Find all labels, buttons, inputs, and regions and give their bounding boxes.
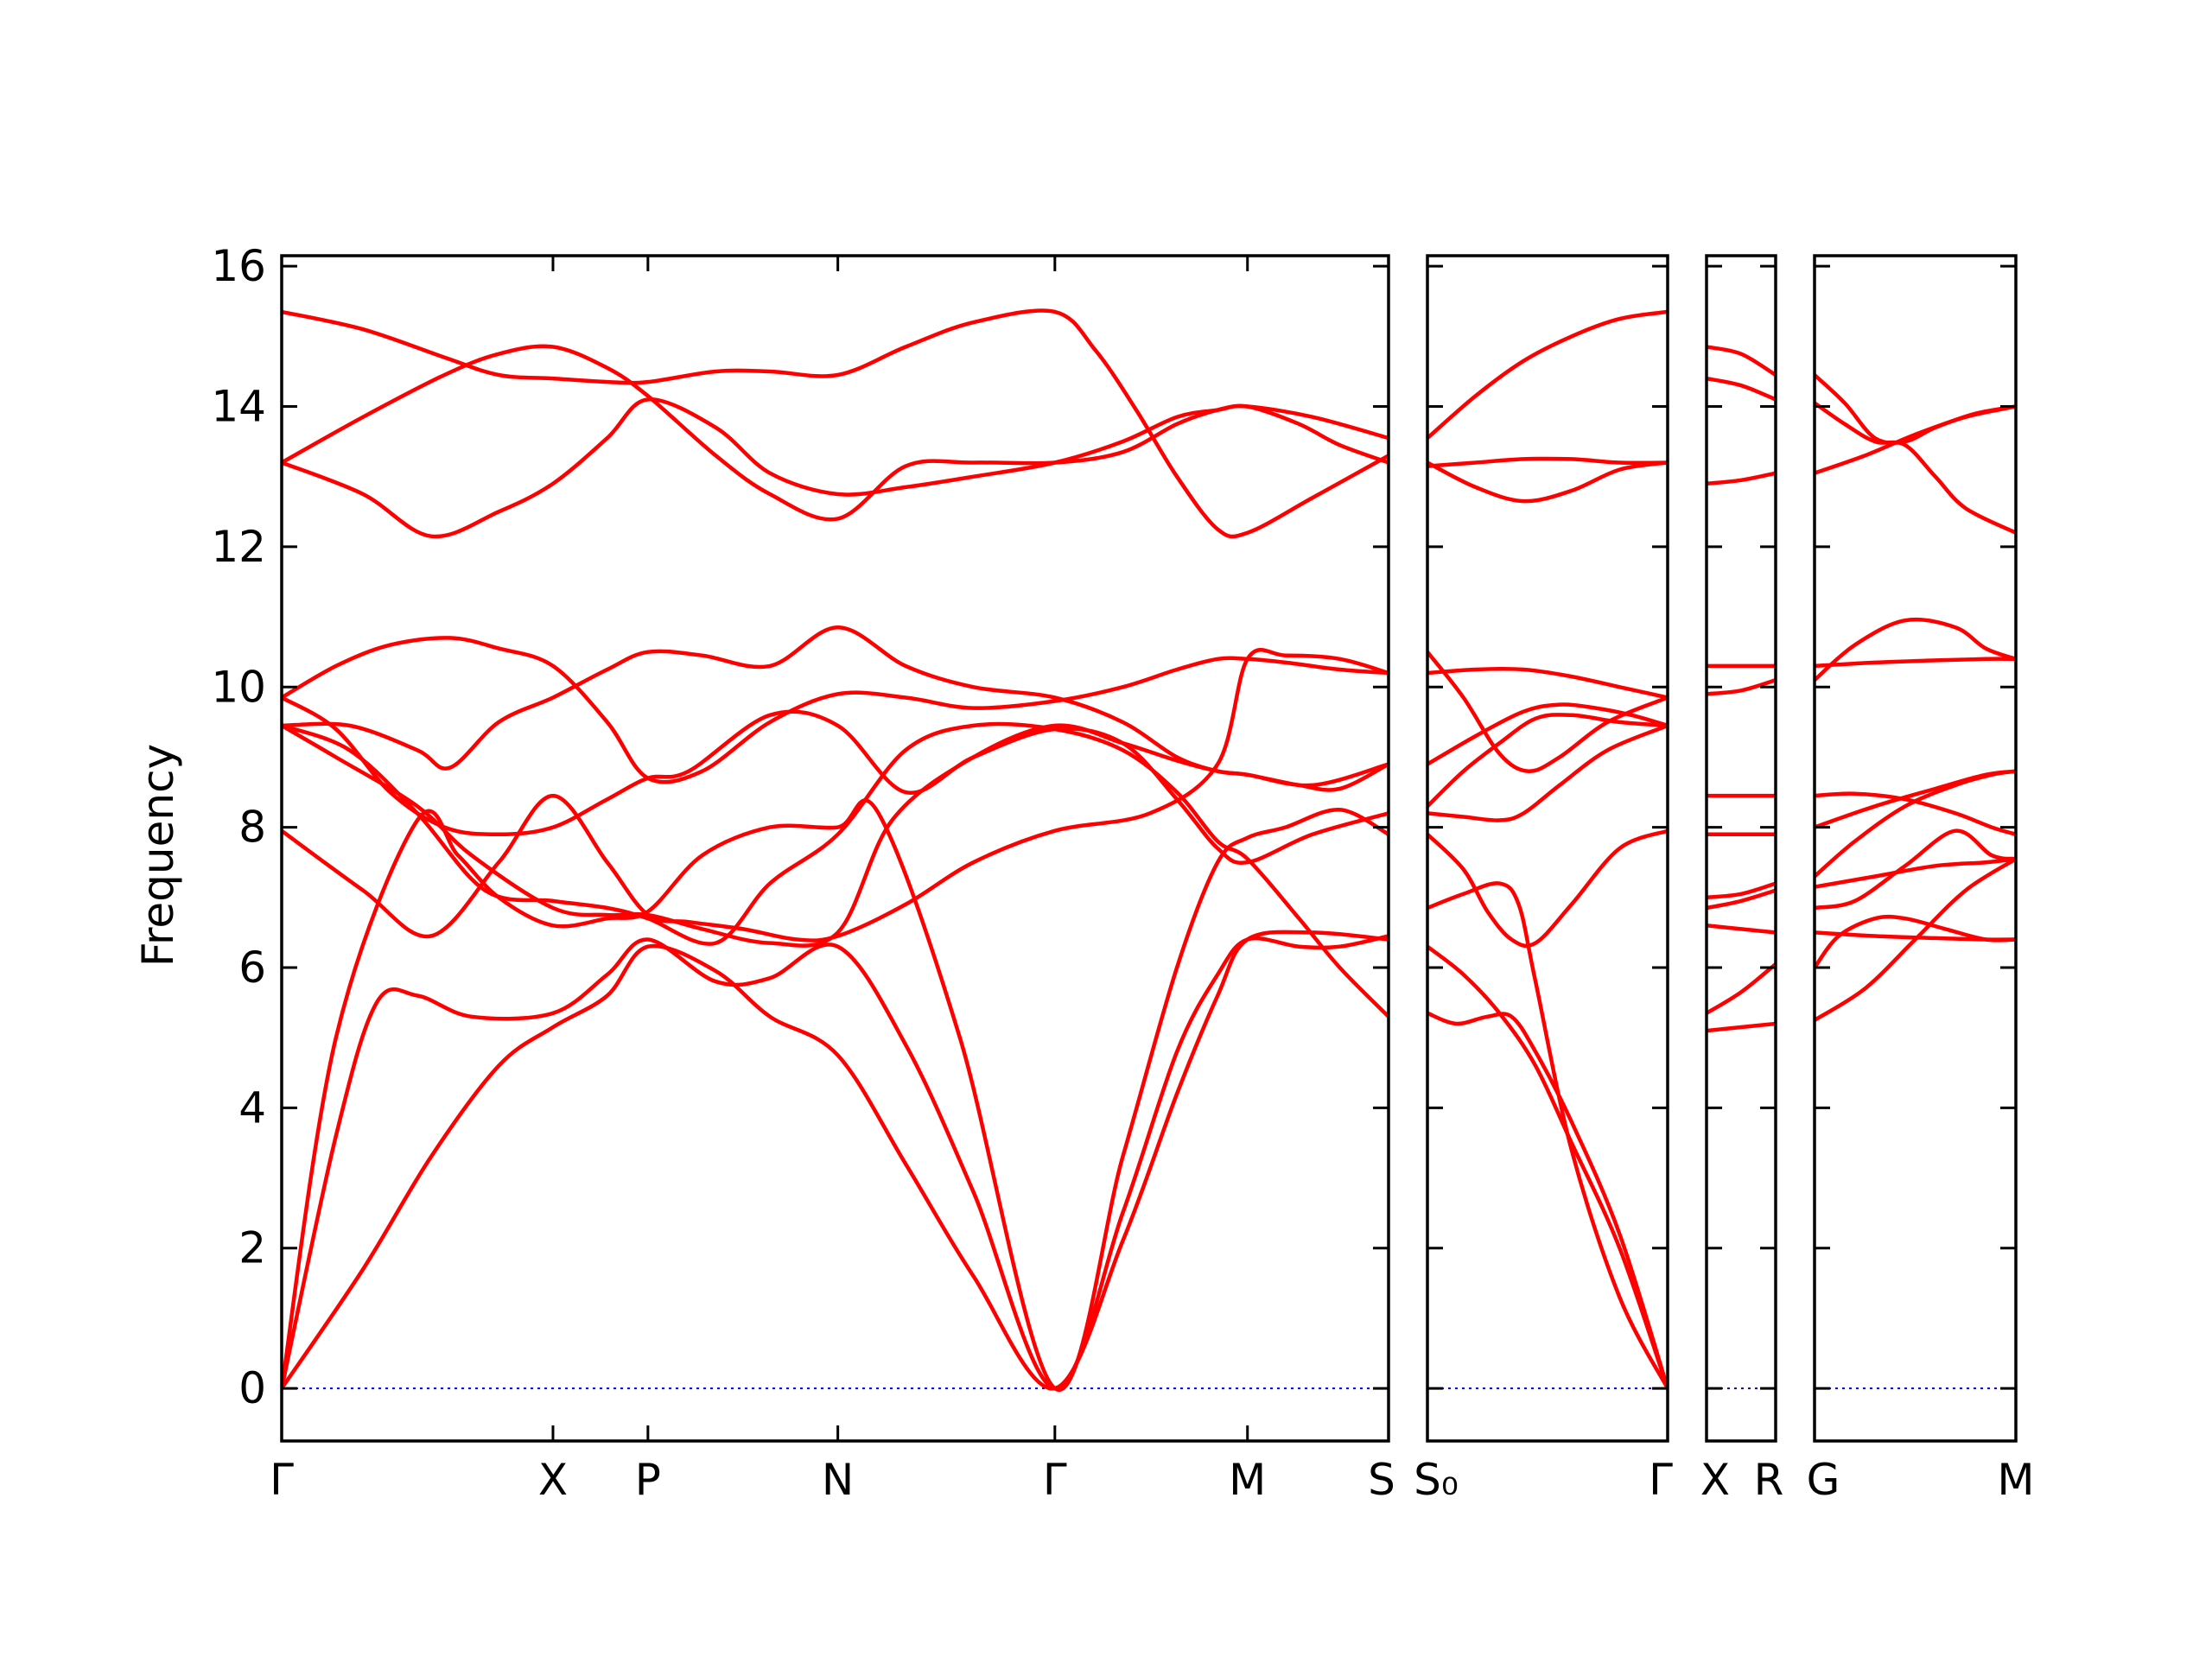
- x-tick-label: M: [1997, 1455, 2034, 1505]
- band-5: [1707, 881, 1776, 900]
- y-tick-label: 6: [238, 943, 266, 993]
- band-10: [1707, 471, 1776, 486]
- band-4: [1815, 828, 2016, 911]
- y-tick-label: 12: [211, 522, 266, 572]
- band-12: [282, 308, 1389, 539]
- x-tick-label: S: [1368, 1455, 1395, 1505]
- x-tick-label: Γ: [1649, 1455, 1673, 1505]
- band-5: [1427, 723, 1668, 822]
- band-10: [282, 397, 1389, 539]
- band-7: [1815, 769, 2016, 829]
- panel-frame: [1813, 254, 2018, 1443]
- band-2: [1707, 962, 1776, 1016]
- x-tick-label: G: [1807, 1455, 1840, 1505]
- band-4: [282, 648, 1389, 943]
- band-4: [1707, 888, 1776, 911]
- y-tick-label: 2: [238, 1223, 266, 1273]
- band-7: [282, 695, 1389, 866]
- band-4: [1427, 828, 1668, 949]
- band-2: [282, 934, 1389, 1391]
- band-11: [282, 344, 1389, 522]
- panel-1: 0 2 4 6 8 10 12 14 16 Γ X P N Γ M S: [211, 241, 1395, 1505]
- band-13: [1815, 404, 2016, 475]
- bands-group: [282, 308, 1389, 1393]
- band-3: [282, 798, 1389, 1393]
- x-tick-label: X: [538, 1455, 568, 1505]
- panel-frame: [1426, 254, 1669, 1443]
- band-5: [1815, 856, 2016, 889]
- x-tick-label: Γ: [1043, 1455, 1067, 1505]
- x-tick-label: P: [635, 1455, 661, 1505]
- band-11: [1707, 376, 1776, 402]
- band-9: [1427, 666, 1668, 700]
- panel-2: S₀ Γ: [1414, 254, 1673, 1505]
- band-8: [1427, 650, 1668, 773]
- panel-frame: [280, 254, 1390, 1443]
- y-tick-label: 4: [238, 1082, 266, 1133]
- band-7: [1427, 702, 1668, 766]
- band-1: [1815, 856, 2016, 1023]
- band-1: [1427, 1011, 1668, 1391]
- band-12: [1427, 309, 1668, 441]
- y-tick-label: 8: [238, 803, 266, 853]
- band-9: [282, 636, 1389, 784]
- band-6: [1427, 713, 1668, 809]
- bands-group: [1427, 309, 1668, 1391]
- band-12: [1707, 345, 1776, 378]
- bands-group: [1707, 345, 1776, 1033]
- y-tick-label: 16: [211, 241, 266, 291]
- band-2: [1427, 944, 1668, 1391]
- y-tick-label: 10: [211, 662, 266, 712]
- band-11: [1427, 456, 1668, 468]
- x-tick-label: N: [822, 1455, 854, 1505]
- band-6: [282, 721, 1389, 1019]
- band-10: [1815, 618, 2016, 682]
- x-tick-label: R: [1754, 1455, 1784, 1505]
- band-8: [1815, 791, 2016, 837]
- band-1: [1707, 1021, 1776, 1033]
- x-tick-label: Γ: [270, 1455, 294, 1505]
- y-tick-label: 14: [211, 382, 266, 432]
- band-11: [1815, 401, 2016, 535]
- y-tick-label: 0: [238, 1363, 266, 1413]
- band-1: [282, 930, 1389, 1391]
- band-8: [282, 625, 1389, 792]
- x-tick-label: S₀: [1414, 1455, 1459, 1505]
- y-axis-label: Frequency: [133, 744, 183, 967]
- band-9: [1815, 657, 2016, 669]
- band-8: [1707, 677, 1776, 696]
- band-3: [1815, 930, 2016, 942]
- bands-group: [1815, 372, 2016, 1023]
- panel-frame: [1705, 254, 1777, 1443]
- band-3: [1427, 881, 1668, 1391]
- x-tick-label: X: [1700, 1455, 1730, 1505]
- band-10: [1427, 460, 1668, 504]
- x-tick-label: M: [1229, 1455, 1266, 1505]
- band-3: [1707, 924, 1776, 935]
